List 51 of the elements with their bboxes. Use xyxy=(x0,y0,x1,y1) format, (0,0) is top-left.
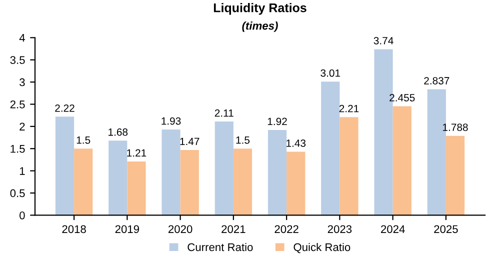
y-tick-label: 3 xyxy=(20,78,25,86)
bar xyxy=(446,136,465,216)
chart-subtitle: (times) xyxy=(242,22,278,32)
y-tick-label: 2.5 xyxy=(10,100,25,108)
data-label: 2.22 xyxy=(55,104,74,112)
bar xyxy=(233,148,252,216)
bar xyxy=(55,116,74,216)
y-tick-label: 1 xyxy=(20,167,25,175)
data-label: 2.455 xyxy=(390,94,415,102)
bar xyxy=(268,130,287,216)
legend-label: Quick Ratio xyxy=(294,242,350,254)
bar xyxy=(108,140,128,216)
data-label: 1.788 xyxy=(443,124,468,132)
data-label: 2.837 xyxy=(424,77,450,84)
chart-title: Liquidity Ratios xyxy=(214,3,306,15)
x-tick-label: 2023 xyxy=(328,225,352,234)
legend-label: Current Ratio xyxy=(188,242,253,252)
x-tick-label: 2019 xyxy=(115,225,140,234)
y-tick-label: 0.5 xyxy=(10,189,25,198)
x-tick-label: 2022 xyxy=(274,225,298,234)
y-tick-label: 4 xyxy=(19,34,25,42)
data-label: 1.21 xyxy=(127,149,146,157)
data-label: 1.47 xyxy=(180,138,200,146)
bar xyxy=(321,82,340,216)
x-tick-label: 2021 xyxy=(222,225,246,234)
data-label: 1.43 xyxy=(286,140,306,147)
y-tick-label: 2 xyxy=(20,122,25,130)
bar xyxy=(286,152,306,216)
data-label: 1.92 xyxy=(268,118,287,126)
x-tick-label: 2025 xyxy=(434,225,458,234)
bar xyxy=(392,106,412,216)
data-label: 1.68 xyxy=(108,128,128,136)
x-tick-label: 2020 xyxy=(168,225,192,234)
bar xyxy=(74,148,93,216)
data-label: 2.21 xyxy=(339,104,359,112)
x-tick-label: 2024 xyxy=(381,225,405,234)
data-label: 1.5 xyxy=(76,136,90,144)
bar xyxy=(127,161,146,216)
bar xyxy=(162,130,180,216)
data-label: 1.5 xyxy=(236,136,250,144)
data-label: 3.01 xyxy=(320,69,340,77)
y-tick-label: 0 xyxy=(20,211,25,220)
data-label: 2.11 xyxy=(214,109,234,117)
bar xyxy=(214,122,234,216)
x-tick-label: 2018 xyxy=(62,225,86,234)
data-label: 1.93 xyxy=(162,117,181,125)
bar xyxy=(180,150,199,216)
y-tick-label: 3.5 xyxy=(10,56,25,64)
bar xyxy=(340,117,358,216)
data-label: 3.74 xyxy=(374,36,394,44)
y-tick-label: 1.5 xyxy=(10,145,25,153)
